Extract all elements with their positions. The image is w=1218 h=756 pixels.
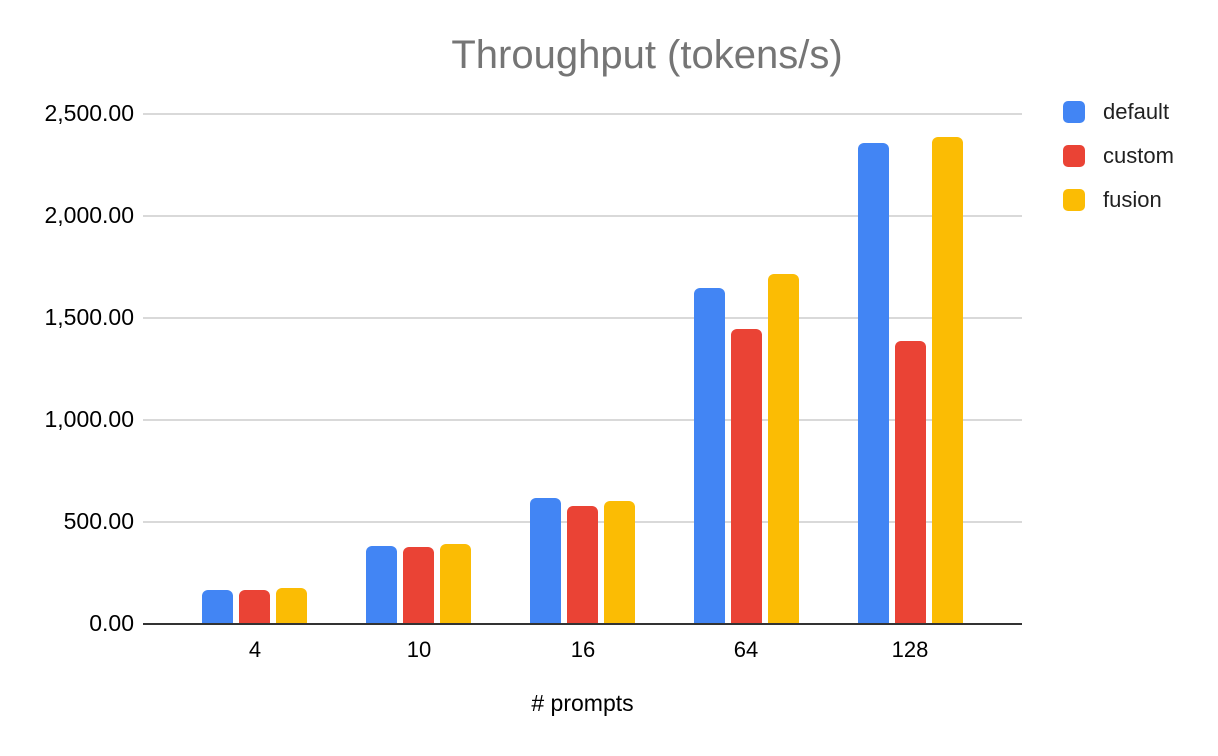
legend-item-default: default (1063, 101, 1174, 123)
legend-label: default (1103, 99, 1170, 124)
bar-custom-128 (895, 341, 926, 623)
bar-custom-10 (403, 547, 434, 623)
bar-fusion-128 (932, 137, 963, 623)
bar-default-10 (366, 546, 397, 623)
bar-custom-16 (567, 506, 598, 623)
chart-title: Throughput (tokens/s) (451, 33, 843, 77)
x-tick-label: 128 (891, 637, 929, 662)
x-tick-label: 4 (248, 637, 262, 662)
bar-default-64 (694, 288, 725, 623)
legend-swatch-icon (1063, 101, 1085, 123)
y-tick-label: 1,500.00 (44, 304, 134, 330)
legend-swatch-icon (1063, 189, 1085, 211)
y-tick-label: 1,000.00 (44, 406, 134, 432)
plot-area (143, 113, 1022, 625)
y-axis-labels: 0.00 500.00 1,000.00 1,500.00 2,000.00 2,500.… (0, 0, 138, 756)
y-tick-label: 2,500.00 (44, 100, 134, 126)
bar-fusion-4 (276, 588, 307, 623)
bar-fusion-16 (604, 501, 635, 623)
bar-default-128 (858, 143, 889, 623)
bar-default-4 (202, 590, 233, 623)
legend-label: custom (1103, 143, 1174, 168)
bar-fusion-64 (768, 274, 799, 623)
y-tick-label: 500.00 (63, 508, 134, 534)
gridline (143, 317, 1022, 319)
gridline (143, 113, 1022, 115)
gridline (143, 215, 1022, 217)
x-tick-label: 10 (406, 637, 432, 662)
legend-label: fusion (1103, 187, 1162, 212)
legend-swatch-icon (1063, 145, 1085, 167)
x-tick-label: 64 (733, 637, 759, 662)
legend: default custom fusion (1063, 101, 1174, 211)
legend-item-custom: custom (1063, 145, 1174, 167)
bar-custom-64 (731, 329, 762, 623)
bar-custom-4 (239, 590, 270, 623)
x-axis-title: # prompts (531, 690, 634, 716)
y-tick-label: 2,000.00 (44, 202, 134, 228)
gridline (143, 419, 1022, 421)
y-tick-label: 0.00 (89, 610, 134, 636)
legend-item-fusion: fusion (1063, 189, 1174, 211)
bar-default-16 (530, 498, 561, 623)
bar-fusion-10 (440, 544, 471, 623)
x-tick-label: 16 (570, 637, 596, 662)
